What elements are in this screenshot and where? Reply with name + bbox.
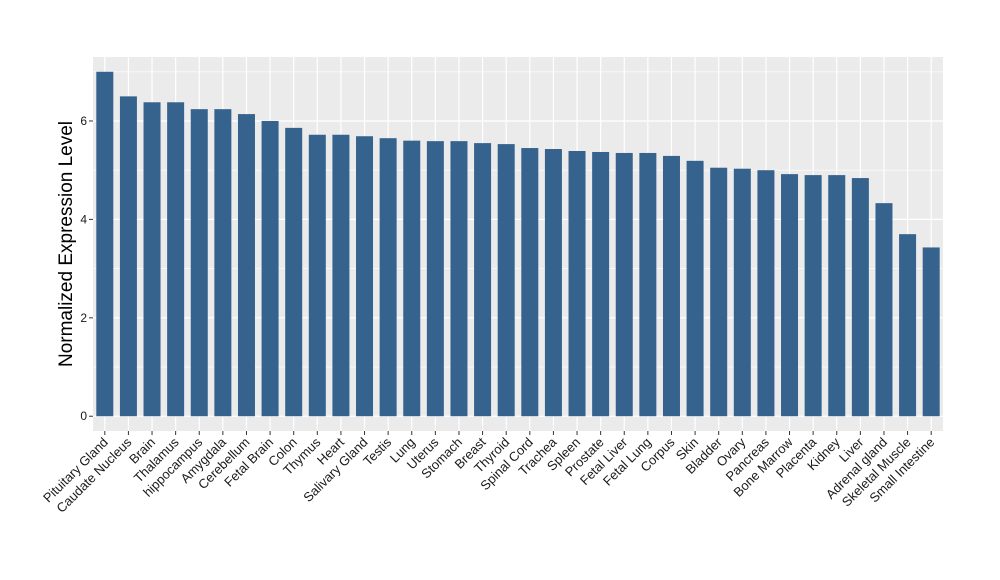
bar	[710, 167, 728, 417]
bar	[828, 175, 846, 417]
bar	[592, 151, 610, 417]
bar	[875, 203, 893, 417]
bar	[285, 127, 303, 417]
y-tick-label: 6	[80, 114, 87, 128]
bar	[167, 102, 185, 417]
bar	[214, 109, 232, 417]
bar	[568, 150, 586, 417]
bar	[356, 136, 374, 417]
bar	[639, 152, 657, 417]
y-axis-title: Normalized Expression Level	[56, 121, 77, 367]
y-axis: 0 2 4 6	[80, 114, 93, 423]
bar	[450, 141, 468, 417]
plot-panel	[93, 57, 943, 431]
bar	[851, 178, 869, 417]
bar	[899, 234, 917, 417]
bar	[237, 114, 255, 417]
bar	[403, 140, 421, 417]
bar	[379, 138, 397, 417]
y-tick-label: 4	[80, 212, 87, 226]
grid-minor	[93, 71, 943, 368]
bar	[544, 149, 562, 417]
bar	[426, 141, 444, 417]
bar	[733, 168, 751, 417]
bar	[615, 152, 633, 417]
bar	[521, 148, 539, 417]
bar	[119, 96, 137, 417]
bar	[261, 120, 279, 417]
y-tick-label: 0	[80, 409, 87, 423]
bar	[332, 134, 350, 417]
bar	[190, 109, 208, 417]
bar	[781, 174, 799, 417]
bar	[308, 134, 326, 417]
bar	[662, 155, 680, 417]
bar	[143, 102, 161, 417]
bar	[96, 71, 114, 417]
bar	[686, 160, 704, 417]
bar	[497, 144, 515, 417]
bar	[757, 170, 775, 417]
y-tick-label: 2	[80, 311, 87, 325]
bar	[804, 175, 822, 417]
bar	[474, 143, 492, 417]
bar	[922, 247, 940, 417]
bars	[96, 71, 940, 417]
